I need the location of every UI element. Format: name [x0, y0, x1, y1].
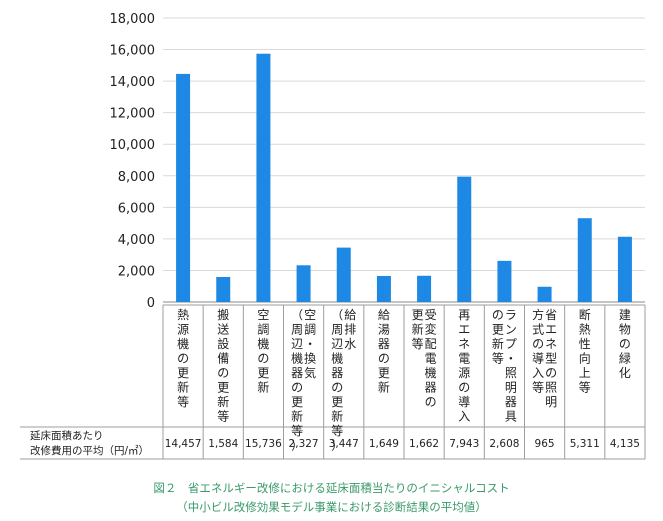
value-label-4: 2,327	[289, 438, 319, 450]
figure-caption: 図２ 省エネルギー改修における延床面積当たりのイニシャルコスト	[153, 481, 510, 495]
category-label-4-line-1: 空調・換気	[304, 308, 316, 380]
category-label-4-line-2: （周辺機器の更新等）	[291, 308, 303, 453]
category-label-2-line-1: 搬送設備の更新等	[217, 307, 229, 424]
bar-4	[296, 265, 311, 302]
bar-7	[417, 275, 432, 302]
bar-11	[577, 218, 592, 302]
category-label-8-line-1: 再エネ電源の導入	[458, 308, 470, 424]
y-tick-label: 4,000	[118, 233, 155, 248]
value-label-3: 15,736	[245, 438, 282, 450]
y-tick-label: 2,000	[118, 264, 155, 279]
category-label-5-line-1: 給排水	[344, 308, 356, 351]
value-label-12: 4,135	[610, 438, 640, 450]
bar-1	[176, 73, 191, 302]
y-tick-label: 18,000	[110, 12, 156, 27]
bar-12	[617, 236, 632, 302]
bar-6	[376, 275, 391, 302]
value-label-7: 1,662	[409, 438, 439, 450]
row-label-line-1: 延床面積あたり	[30, 430, 104, 442]
category-label-7-line-1: 受変配電機器の	[425, 308, 437, 409]
category-label-5-line-2: （周辺機器の更新等）	[331, 308, 343, 453]
figure-subcaption: （中小ビル改修効果モデル事業における診断結果の平均値）	[176, 500, 487, 514]
category-label-9-line-2: の更新等	[492, 308, 504, 366]
category-label-1-line-1: 熱源機の更新等	[177, 308, 189, 409]
bar-10	[537, 286, 552, 302]
value-label-9: 2,608	[489, 438, 519, 450]
y-tick-label: 12,000	[110, 107, 156, 122]
bar-3	[256, 53, 271, 303]
category-label-9-line-1: ランプ・照明器具	[505, 308, 517, 424]
y-tick-label: 16,000	[110, 44, 156, 59]
bar-8	[457, 176, 472, 302]
y-tick-label: 0	[147, 296, 155, 311]
category-label-3-line-1: 空調機の更新	[257, 308, 269, 395]
bar-5	[336, 247, 351, 302]
value-label-11: 5,311	[570, 438, 600, 450]
category-label-7-line-2: 更新等	[412, 308, 424, 351]
value-label-10: 965	[535, 438, 555, 450]
category-label-12-line-1: 建物の緑化	[619, 308, 631, 380]
value-label-2: 1,584	[208, 438, 238, 450]
category-label-6-line-1: 給湯器の更新	[378, 308, 390, 395]
value-label-1: 14,457	[165, 438, 202, 450]
category-label-11-line-1: 断熱性向上等	[579, 307, 591, 395]
y-tick-label: 8,000	[118, 170, 155, 185]
value-label-5: 3,447	[329, 438, 359, 450]
y-tick-label: 10,000	[110, 138, 156, 153]
y-tick-label: 14,000	[110, 75, 156, 90]
y-tick-label: 6,000	[118, 201, 155, 216]
value-label-6: 1,649	[369, 438, 399, 450]
table-row-label: 延床面積あたり 改修費用の平均（円/㎡）	[30, 429, 160, 459]
category-label-10-line-2: 方式の導入等	[532, 307, 544, 395]
row-label-line-2: 改修費用の平均（円/㎡）	[30, 445, 150, 457]
bar-9	[497, 260, 512, 302]
value-label-8: 7,943	[449, 438, 479, 450]
category-label-10-line-1: 省エネ型の照明	[545, 308, 557, 409]
bar-2	[216, 277, 231, 302]
